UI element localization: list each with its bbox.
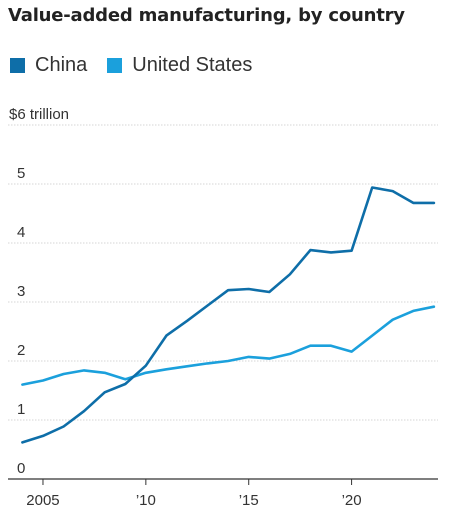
- y-tick-label: 5: [17, 165, 25, 182]
- legend-label-china: China: [35, 54, 88, 76]
- legend-swatch-china: [10, 58, 25, 73]
- x-tick-label: ’15: [239, 492, 259, 509]
- legend: China United States: [10, 54, 272, 77]
- x-tick-label: 2005: [26, 492, 59, 509]
- chart-title: Value-added manufacturing, by country: [8, 5, 405, 26]
- y-tick-label: 0: [17, 460, 25, 477]
- x-tick-label: ’10: [136, 492, 156, 509]
- y-tick-label: 4: [17, 224, 25, 241]
- y-tick-label: 3: [17, 283, 25, 300]
- y-tick-label: 1: [17, 401, 25, 418]
- legend-item-china: China: [10, 54, 87, 77]
- y-unit-label: $6 trillion: [9, 106, 69, 123]
- legend-swatch-united-states: [107, 58, 123, 73]
- legend-item-united-states: United States: [107, 54, 252, 77]
- series-line-china: [21, 186, 436, 444]
- y-tick-label: 2: [17, 342, 25, 359]
- legend-label-united-states: United States: [132, 54, 253, 76]
- x-tick-label: ’20: [342, 492, 362, 509]
- series-line-united-states: [21, 305, 436, 386]
